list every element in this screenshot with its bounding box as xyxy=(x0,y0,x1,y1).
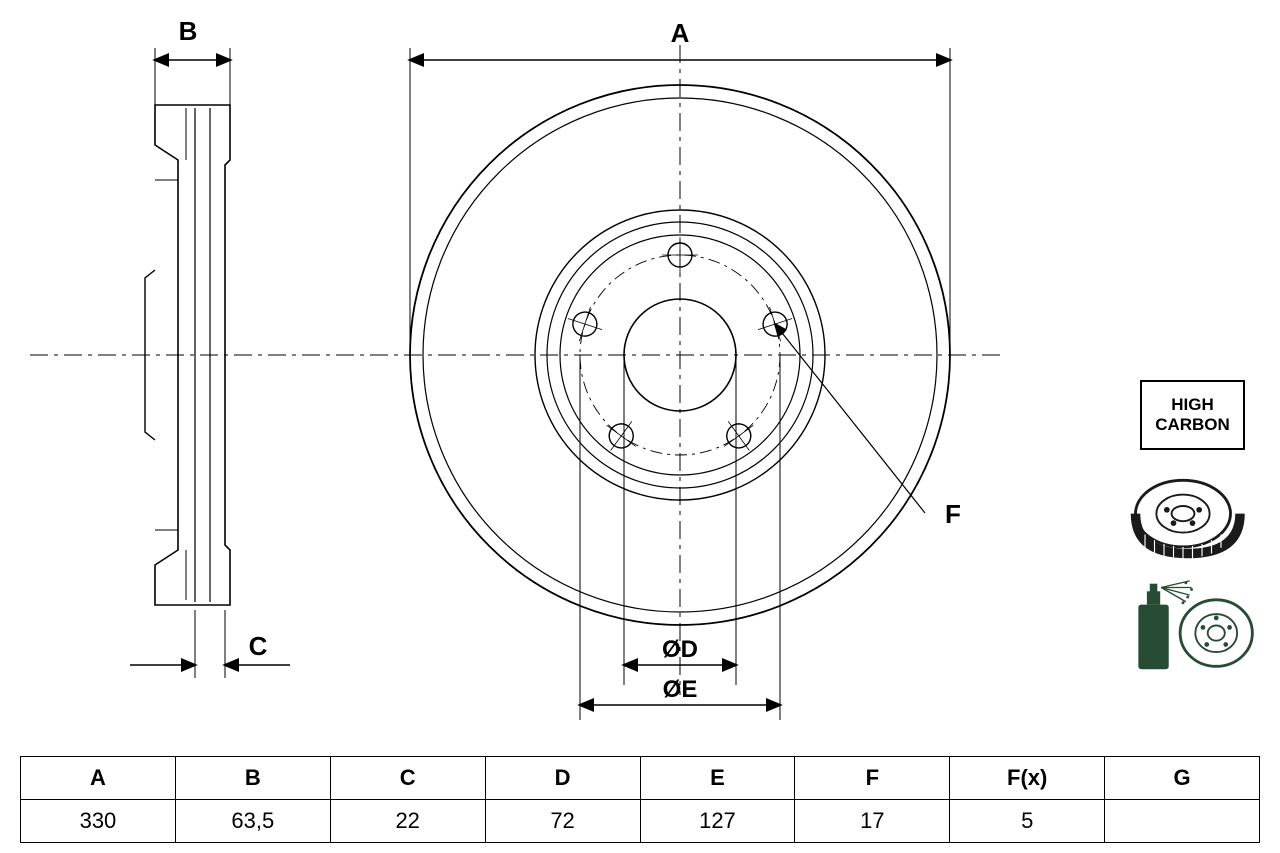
label-C: C xyxy=(249,631,268,661)
table-cell: 330 xyxy=(21,800,176,843)
high-carbon-badge: HIGH CARBON xyxy=(1140,380,1245,450)
dimension-table: ABCDEFF(x)G 33063,52272127175 xyxy=(20,756,1260,843)
table-header: C xyxy=(330,757,485,800)
table-header: B xyxy=(175,757,330,800)
table-cell: 63,5 xyxy=(175,800,330,843)
table-row: 33063,52272127175 xyxy=(21,800,1260,843)
coated-disc-icon xyxy=(1130,578,1255,673)
table-header: F xyxy=(795,757,950,800)
side-view: B C xyxy=(130,16,290,678)
label-B: B xyxy=(179,16,198,46)
table-cell: 5 xyxy=(950,800,1105,843)
front-view: F ØD ØE xyxy=(410,45,961,720)
table-cell: 127 xyxy=(640,800,795,843)
table-header: G xyxy=(1105,757,1260,800)
table-cell: 72 xyxy=(485,800,640,843)
table-cell xyxy=(1105,800,1260,843)
label-F: F xyxy=(945,499,961,529)
label-E: ØE xyxy=(663,676,698,703)
label-A: A xyxy=(671,18,690,48)
table-cell: 22 xyxy=(330,800,485,843)
table-header: F(x) xyxy=(950,757,1105,800)
label-D: ØD xyxy=(662,636,698,663)
table-header: A xyxy=(21,757,176,800)
table-header: D xyxy=(485,757,640,800)
table-cell: 17 xyxy=(795,800,950,843)
badge-column: HIGH CARBON xyxy=(1130,380,1260,688)
table-header: E xyxy=(640,757,795,800)
vented-disc-icon xyxy=(1130,468,1255,563)
technical-drawing: B C xyxy=(0,0,1280,760)
